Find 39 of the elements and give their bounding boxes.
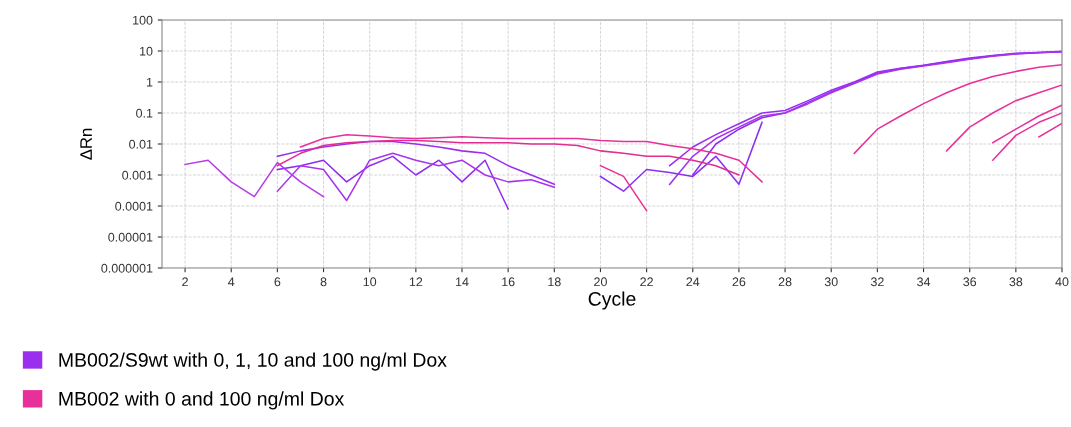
x-tick-label: 26 [732, 277, 746, 287]
y-tick-label: 1 [146, 77, 153, 87]
x-tick-label: 18 [548, 277, 561, 287]
line-series [184, 159, 325, 198]
x-tick-label: 40 [1055, 277, 1069, 287]
x-tick-label: 12 [409, 277, 423, 287]
x-tick-label: 36 [963, 277, 977, 287]
x-tick-label: 24 [686, 277, 700, 287]
x-tick-label: 6 [274, 277, 281, 287]
y-tick-label: 0.00001 [108, 232, 153, 242]
x-tick-label: 38 [1009, 277, 1023, 287]
y-tick-label: 0.001 [122, 170, 153, 180]
x-tick-label: 34 [917, 277, 931, 287]
x-tick-label: 2 [182, 277, 188, 287]
line-series [599, 121, 763, 192]
y-tick-label: 10 [140, 46, 153, 56]
x-tick-label: 30 [824, 277, 838, 287]
x-tick-label: 4 [228, 277, 235, 287]
x-tick-label: 8 [320, 277, 327, 287]
x-tick-label: 14 [456, 277, 469, 287]
y-tick-label: 100 [133, 15, 153, 25]
x-tick-label: 16 [502, 277, 515, 287]
y-tick-label: 0.000001 [101, 263, 153, 273]
line-series [945, 84, 1062, 152]
legend-label: MB002 with 0 and 100 ng/ml Dox [59, 391, 345, 410]
legend-label: MB002/S9wt with 0, 1, 10 and 100 ng/ml Dox [59, 352, 447, 371]
y-tick-label: 0.01 [129, 139, 153, 149]
x-tick-label: 20 [594, 277, 607, 287]
x-tick-label: 28 [778, 277, 792, 287]
x-tick-label: 32 [870, 277, 884, 287]
x-axis-title: Cycle [588, 291, 636, 310]
x-tick-label: 22 [640, 277, 653, 287]
line-series [853, 63, 1062, 155]
y-tick-label: 0.0001 [115, 201, 153, 211]
y-tick-label: 0.1 [136, 108, 153, 118]
line-series [992, 112, 1062, 161]
y-axis-title: ΔRn [80, 128, 92, 160]
x-tick-label: 10 [363, 277, 377, 287]
line-series [992, 104, 1062, 144]
